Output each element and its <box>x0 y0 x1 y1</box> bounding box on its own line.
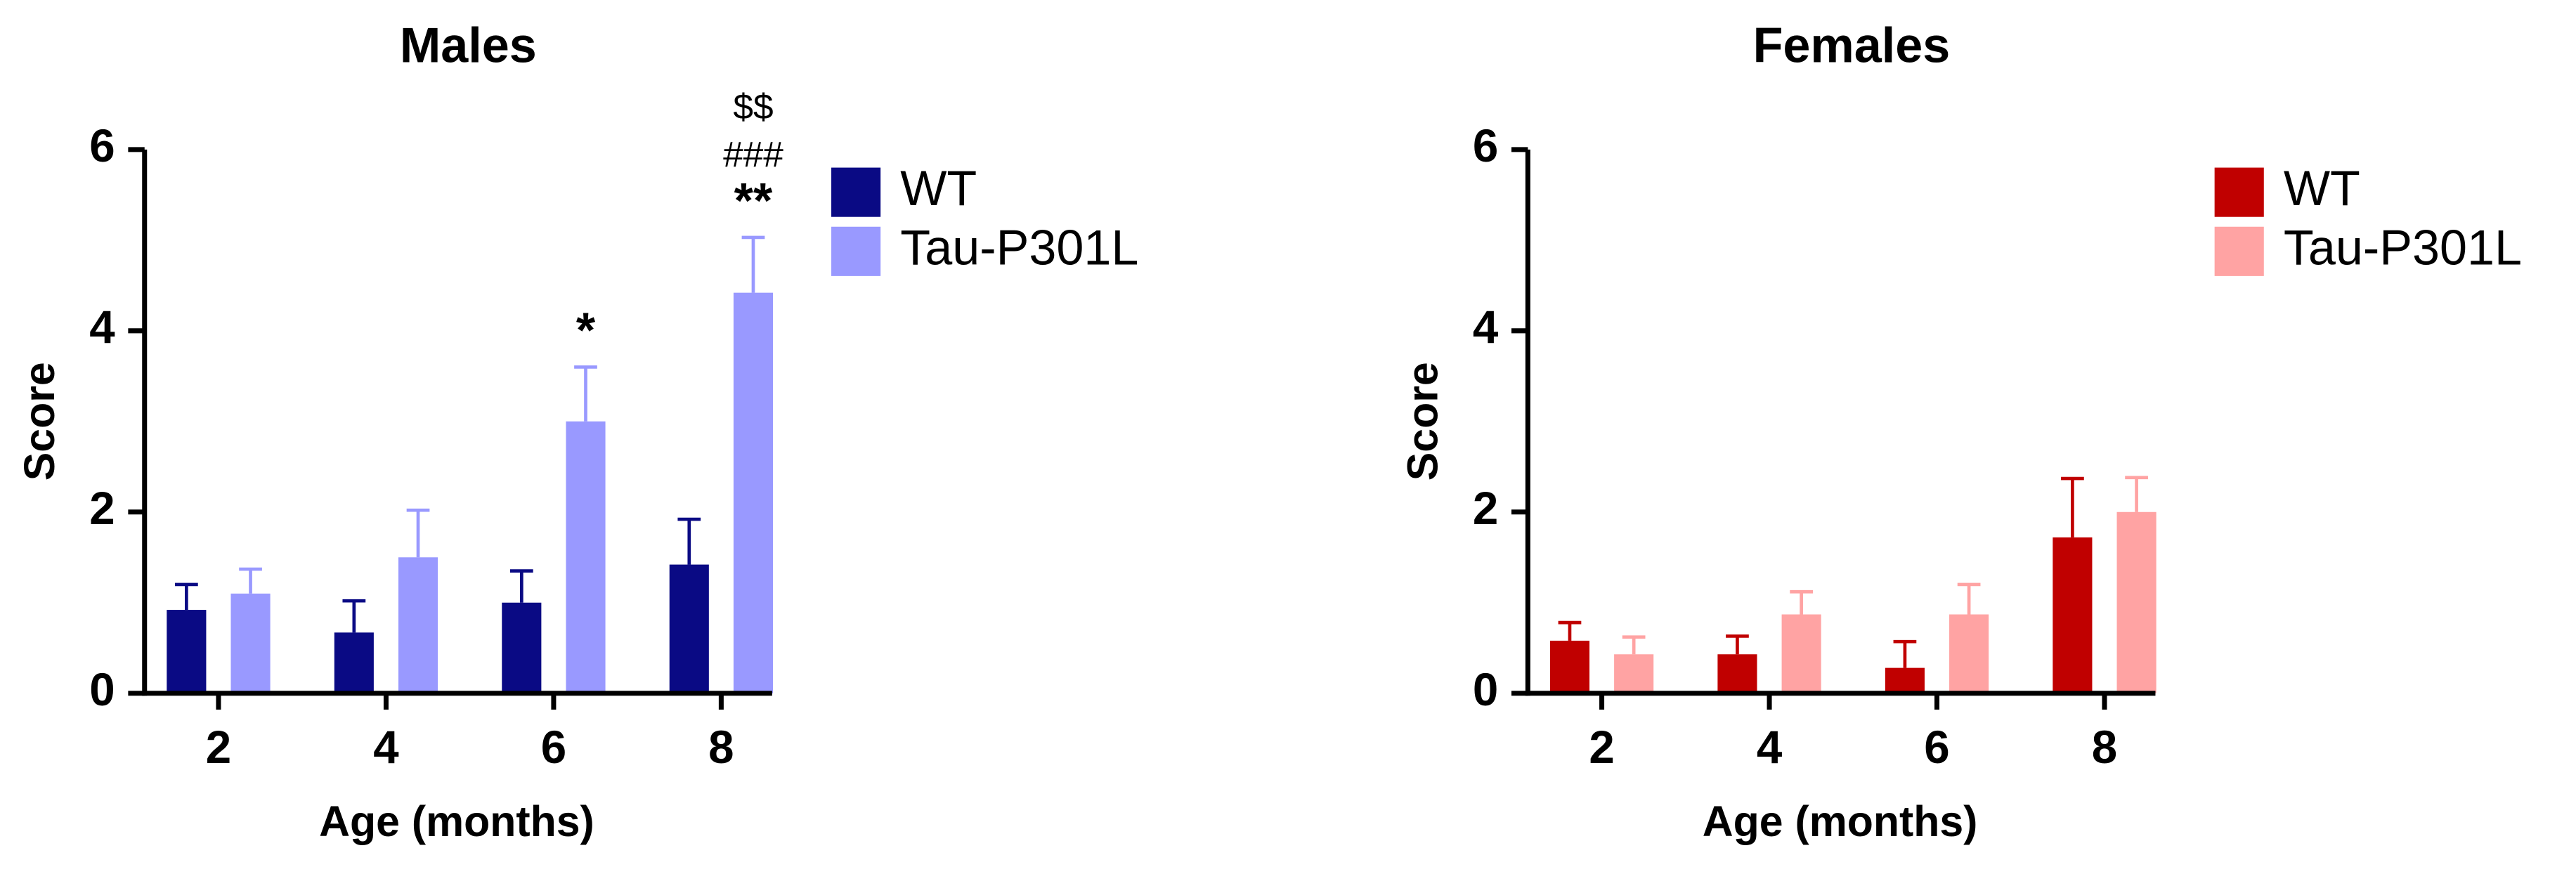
x-tick-label: 6 <box>1924 722 1949 773</box>
bar <box>2116 511 2157 693</box>
legend-label: WT <box>900 161 977 216</box>
bar <box>1885 667 1925 693</box>
annotation: ** <box>734 174 773 228</box>
x-tick-label: 4 <box>373 722 399 773</box>
y-tick-label: 2 <box>89 483 115 534</box>
annotation: ### <box>723 133 783 174</box>
bar <box>1949 614 1989 693</box>
legend-swatch <box>2214 167 2264 217</box>
x-tick-label: 8 <box>2092 722 2117 773</box>
y-tick-label: 2 <box>1473 483 1498 534</box>
bar <box>502 602 542 693</box>
legend-swatch <box>831 167 881 217</box>
bar <box>1717 654 1757 693</box>
x-tick-label: 4 <box>1757 722 1783 773</box>
y-axis-label: Score <box>1398 362 1446 481</box>
bar <box>334 632 374 693</box>
y-tick-label: 4 <box>1473 301 1499 353</box>
chart-title: Females <box>1753 18 1951 73</box>
chart-title: Males <box>400 18 537 73</box>
x-tick-label: 8 <box>708 722 734 773</box>
y-tick-label: 6 <box>89 120 115 171</box>
bar <box>566 421 606 693</box>
x-axis-label: Age (months) <box>319 797 594 845</box>
bar <box>1549 640 1590 693</box>
legend-swatch <box>831 226 881 276</box>
bar <box>669 564 709 693</box>
bar <box>2053 537 2093 693</box>
bar <box>733 292 774 693</box>
legend-label: WT <box>2284 161 2360 216</box>
bar <box>398 557 438 693</box>
bar <box>230 593 271 693</box>
y-tick-label: 4 <box>89 301 115 353</box>
legend-label: Tau-P301L <box>2284 220 2522 275</box>
y-axis-label: Score <box>15 362 63 481</box>
annotation: $$ <box>733 86 773 126</box>
bar <box>167 610 207 693</box>
x-axis-label: Age (months) <box>1703 797 1978 845</box>
y-tick-label: 0 <box>89 664 115 715</box>
x-tick-label: 2 <box>206 722 231 773</box>
annotation: * <box>576 303 596 358</box>
bar <box>1781 614 1821 693</box>
legend-label: Tau-P301L <box>900 220 1138 275</box>
y-tick-label: 6 <box>1473 120 1498 171</box>
bar <box>1614 654 1654 693</box>
x-tick-label: 2 <box>1589 722 1614 773</box>
x-tick-label: 6 <box>541 722 566 773</box>
y-tick-label: 0 <box>1473 664 1498 715</box>
legend-swatch <box>2214 226 2264 276</box>
